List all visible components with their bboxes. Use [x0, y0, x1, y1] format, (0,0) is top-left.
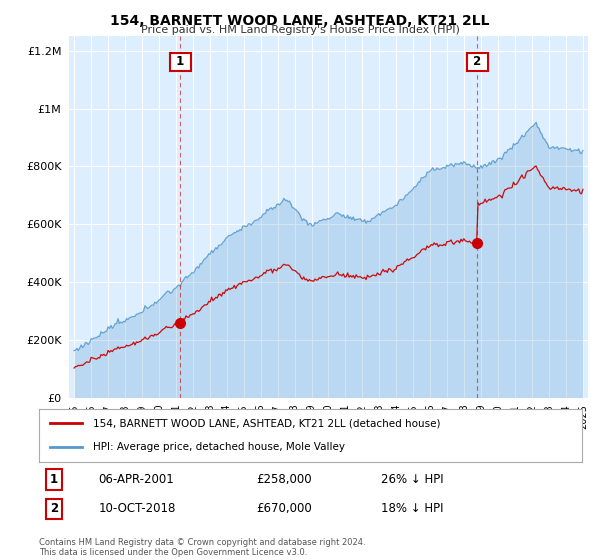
Text: 1: 1 — [172, 55, 188, 68]
Text: 06-APR-2001: 06-APR-2001 — [99, 473, 175, 486]
Text: 26% ↓ HPI: 26% ↓ HPI — [381, 473, 444, 486]
Text: 18% ↓ HPI: 18% ↓ HPI — [381, 502, 443, 515]
Text: 2: 2 — [469, 55, 485, 68]
Text: 1: 1 — [50, 473, 58, 486]
Text: Price paid vs. HM Land Registry's House Price Index (HPI): Price paid vs. HM Land Registry's House … — [140, 25, 460, 35]
Text: 154, BARNETT WOOD LANE, ASHTEAD, KT21 2LL: 154, BARNETT WOOD LANE, ASHTEAD, KT21 2L… — [110, 14, 490, 28]
Text: 2: 2 — [50, 502, 58, 515]
Text: 154, BARNETT WOOD LANE, ASHTEAD, KT21 2LL (detached house): 154, BARNETT WOOD LANE, ASHTEAD, KT21 2L… — [94, 418, 441, 428]
Text: £258,000: £258,000 — [256, 473, 312, 486]
Text: Contains HM Land Registry data © Crown copyright and database right 2024.
This d: Contains HM Land Registry data © Crown c… — [39, 538, 365, 557]
Text: £670,000: £670,000 — [256, 502, 312, 515]
Text: HPI: Average price, detached house, Mole Valley: HPI: Average price, detached house, Mole… — [94, 442, 346, 452]
Text: 10-OCT-2018: 10-OCT-2018 — [99, 502, 176, 515]
